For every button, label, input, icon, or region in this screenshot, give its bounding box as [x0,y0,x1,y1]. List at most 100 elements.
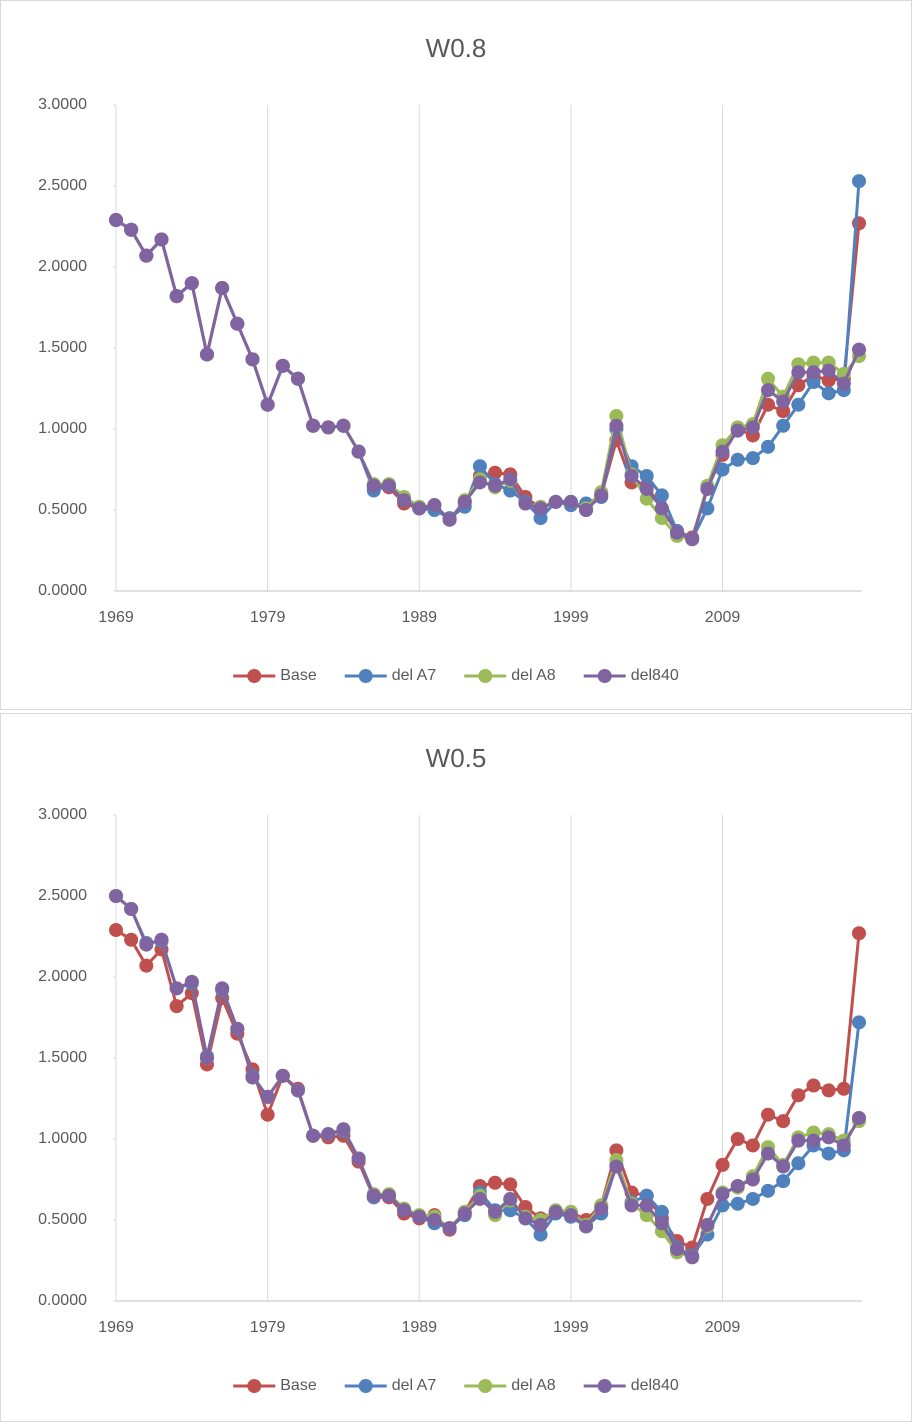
y-tick-label: 2.5000 [38,887,87,904]
data-point [457,494,472,509]
data-point [427,498,442,513]
data-point [730,1178,745,1193]
data-point [776,1159,791,1174]
data-point [488,1204,503,1219]
legend-marker [358,669,373,683]
data-point [852,174,866,189]
data-point [563,494,578,509]
data-point [199,347,214,362]
x-tick-label: 1969 [98,609,134,626]
data-point [124,222,139,237]
data-point [548,494,563,509]
x-tick-label: 1999 [553,609,589,626]
data-point [761,1146,776,1161]
data-point [791,1156,806,1171]
data-point [821,1130,836,1145]
data-point [169,981,184,996]
data-point [806,375,821,390]
data-point [745,420,760,435]
y-tick-label: 1.0000 [38,420,87,437]
data-point [336,418,351,433]
legend: Base del A7 del A8 del840 [233,667,679,684]
data-point [639,468,654,483]
y-tick-label: 2.5000 [38,177,87,194]
data-point [503,1177,518,1192]
data-point [806,365,821,380]
data-point [821,373,836,388]
x-tick-label: 1989 [401,1319,437,1336]
data-point [776,394,791,409]
data-point [442,512,457,527]
data-point [381,478,396,493]
data-point [488,1175,503,1190]
x-tick-label: 1979 [250,1319,286,1336]
series-line [115,218,861,540]
data-point [852,342,866,357]
data-point [745,1172,760,1187]
data-point [670,525,685,540]
data-point [761,371,776,386]
y-tick-label: 0.0000 [38,582,87,599]
data-point [336,1122,351,1137]
data-point [306,418,321,433]
data-point [139,248,154,263]
data-point [199,1051,214,1065]
legend-label: Base [280,667,317,684]
data-point [579,503,594,517]
data-point [761,1107,776,1122]
data-point [472,1191,487,1206]
data-point [745,1138,760,1153]
data-point [518,1211,533,1226]
data-point [503,1203,518,1218]
x-tick-label: 1989 [401,609,437,626]
data-point [397,493,412,508]
data-point [761,383,776,398]
data-point [351,444,366,459]
data-point [852,926,866,941]
data-point [791,397,806,412]
y-tick-label: 1.5000 [38,339,87,356]
data-point [488,465,503,480]
data-point [654,501,669,516]
data-point [230,1021,245,1036]
y-tick-label: 3.0000 [38,806,87,823]
data-point [806,1078,821,1093]
data-point [215,281,230,296]
legend-label: del A8 [511,667,556,684]
data-point [563,1208,578,1223]
chart-frame [0,0,912,710]
data-point [518,496,533,511]
data-point [852,1110,866,1125]
legend-marker [597,1379,612,1393]
data-point [594,1201,609,1216]
data-point [518,1200,533,1215]
y-tick-label: 0.0000 [38,1292,87,1309]
data-point [761,439,776,454]
data-point [124,932,139,947]
data-point [503,1191,518,1206]
data-point [609,409,624,424]
chart-title: W0.5 [426,743,487,773]
x-tick-label: 1999 [553,1319,589,1336]
y-tick-label: 1.5000 [38,1049,87,1066]
data-point [715,462,730,477]
data-point [169,999,184,1014]
data-point [806,355,821,370]
data-point [639,1188,654,1203]
data-point [730,1132,745,1146]
data-point [260,1107,275,1122]
data-point [472,459,487,474]
data-point [821,1146,836,1161]
data-point [624,468,639,483]
y-tick-label: 1.0000 [38,1130,87,1147]
data-point [548,1204,563,1219]
data-point [745,451,760,466]
data-point [836,1081,851,1096]
data-point [836,376,851,391]
data-point [366,1188,381,1203]
data-point [245,352,260,367]
data-point [275,1068,290,1083]
data-point [594,488,609,503]
data-point [700,1191,715,1206]
